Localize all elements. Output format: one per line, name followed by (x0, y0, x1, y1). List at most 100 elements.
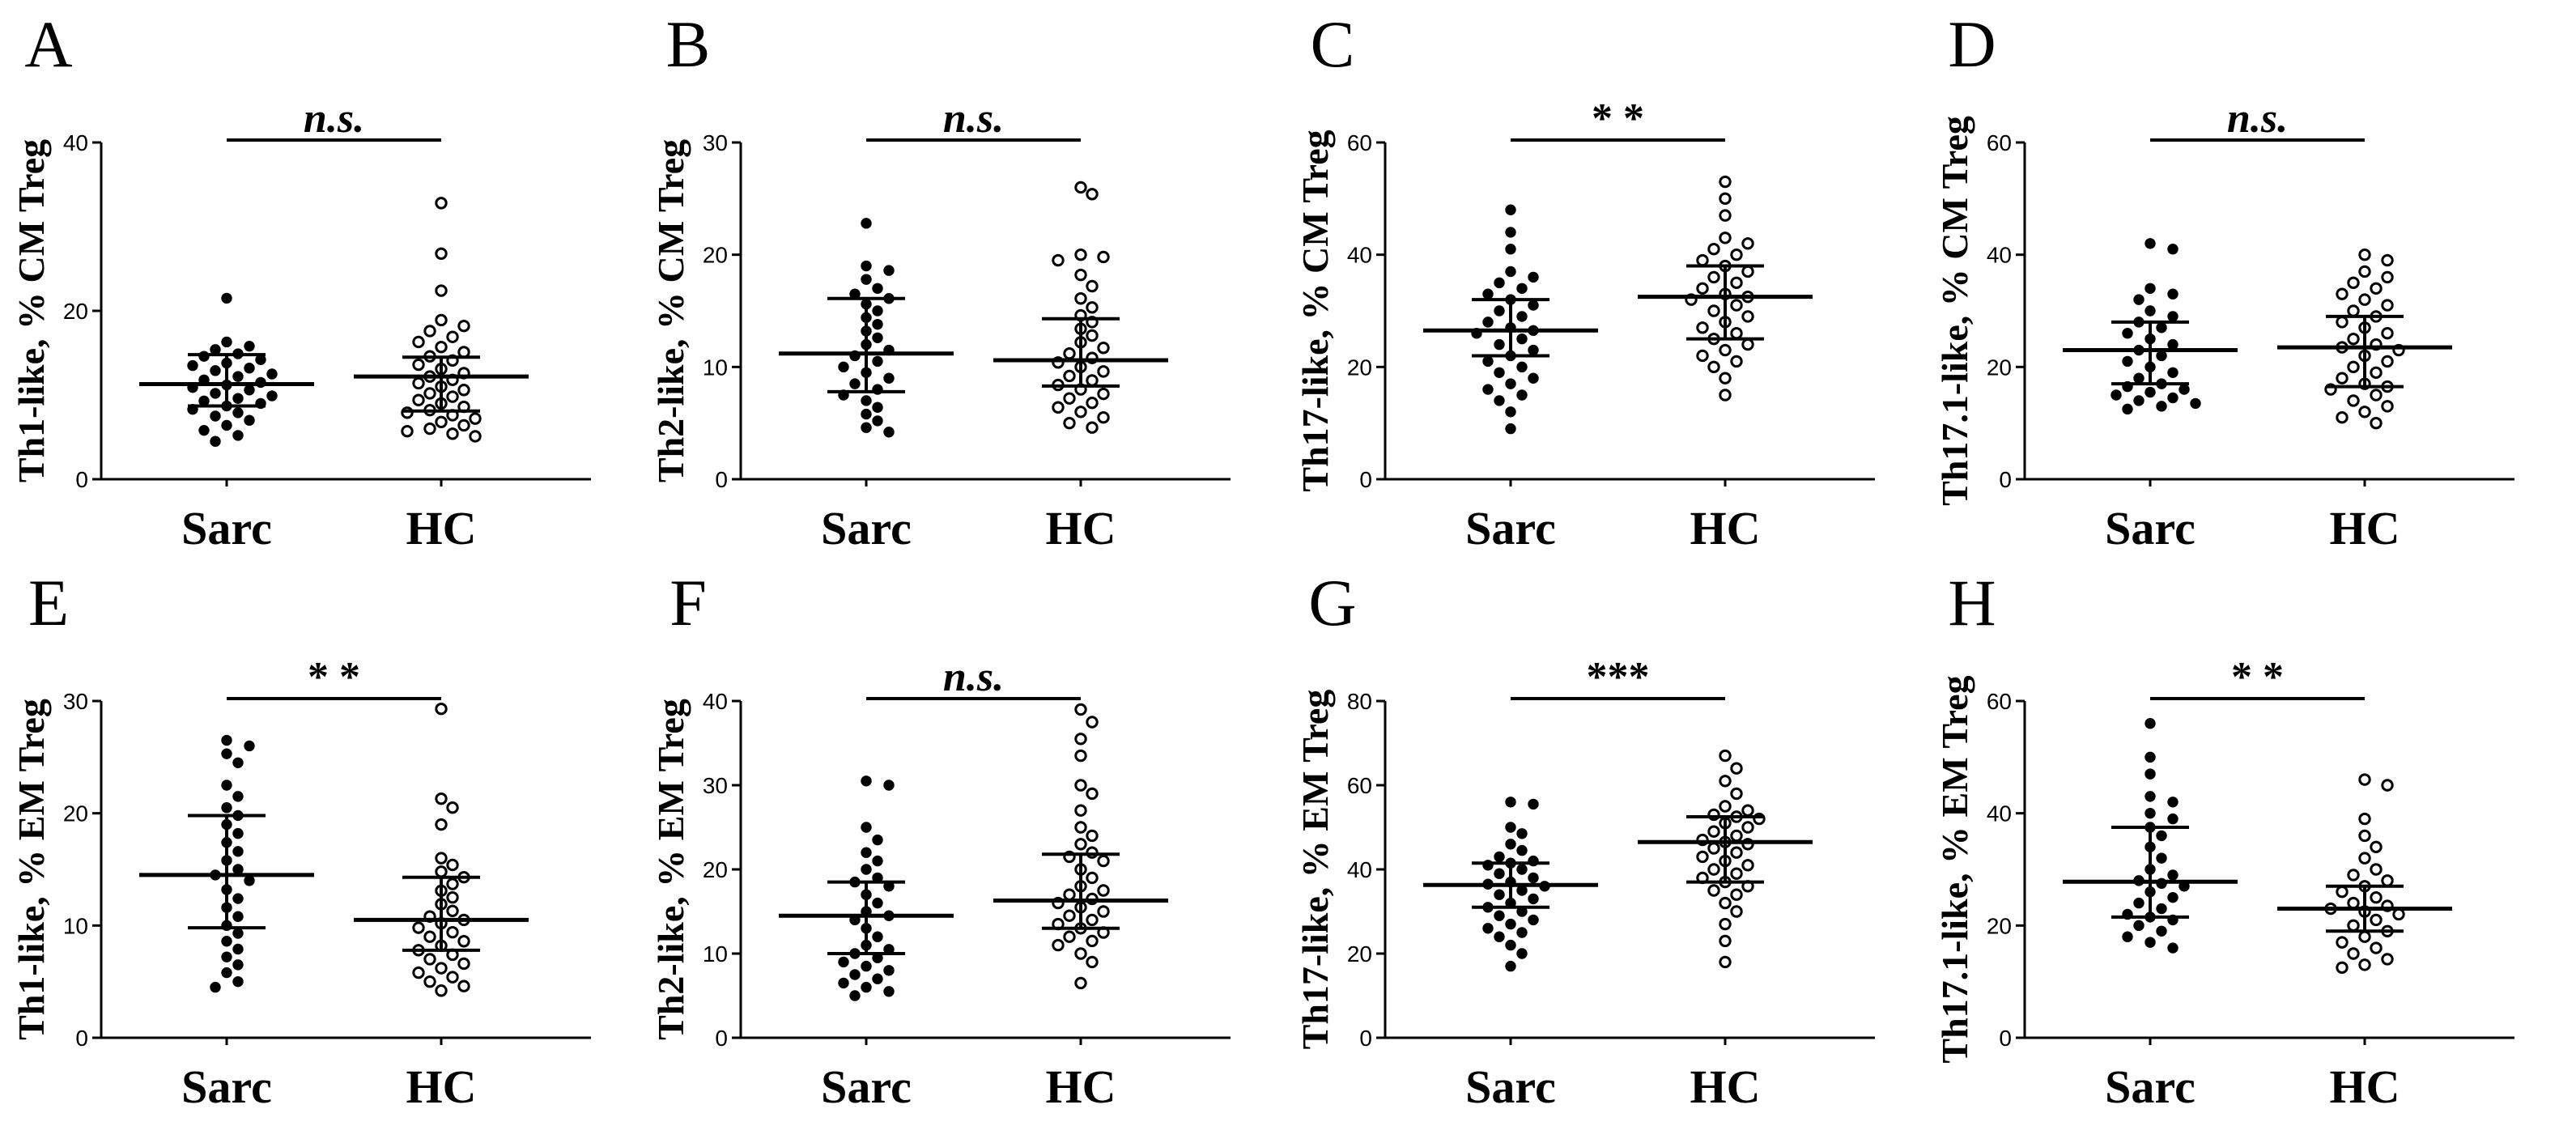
data-point (187, 359, 198, 372)
data-point (849, 990, 861, 1001)
data-point (2381, 327, 2394, 340)
data-point (872, 834, 883, 846)
y-tick-label: 80 (1347, 689, 1372, 714)
y-tick-label: 60 (1987, 689, 2012, 714)
y-axis-title: Th17.1-like, % EM Treg (1934, 675, 1975, 1063)
data-point (457, 419, 470, 432)
data-point (232, 393, 244, 404)
data-point (446, 890, 459, 904)
y-tick-label: 40 (1987, 243, 2012, 268)
data-point (849, 969, 861, 980)
y-tick-label: 0 (715, 1026, 728, 1051)
data-point (221, 292, 232, 304)
y-tick-label: 0 (75, 467, 88, 492)
data-point (1074, 749, 1087, 763)
data-point (861, 864, 872, 875)
data-point (1074, 821, 1087, 834)
data-point (232, 975, 244, 988)
data-point (2145, 791, 2156, 802)
data-point (1097, 411, 1110, 424)
data-point (1707, 842, 1720, 855)
data-point (1097, 250, 1110, 264)
category-label: Sarc (181, 502, 272, 555)
data-point (883, 986, 895, 997)
y-tick-label: 20 (1347, 355, 1372, 380)
data-point (2167, 311, 2179, 322)
data-point (1086, 188, 1099, 201)
y-tick-label: 20 (703, 243, 728, 268)
data-point (244, 385, 255, 396)
data-point (2381, 874, 2394, 887)
data-point (2167, 869, 2179, 881)
category-label: Sarc (1465, 1060, 1556, 1113)
data-point (2167, 813, 2179, 825)
data-point (2381, 779, 2394, 792)
data-point (1074, 181, 1087, 194)
data-point (457, 957, 470, 971)
data-point (849, 378, 861, 389)
data-point (883, 427, 895, 438)
data-point (435, 984, 448, 997)
data-point (435, 415, 448, 428)
data-point (1719, 955, 1732, 969)
data-point (435, 197, 448, 210)
series-sarc (139, 292, 314, 447)
data-point (1516, 311, 1528, 322)
data-point (1086, 301, 1099, 314)
data-point (1063, 392, 1076, 405)
series-sarc (139, 734, 314, 993)
data-point (1482, 288, 1494, 300)
data-point (2145, 305, 2156, 317)
significance-label: *** (1587, 654, 1650, 700)
data-point (1086, 329, 1099, 342)
data-point (872, 283, 883, 294)
data-point (1097, 387, 1110, 401)
data-point (1696, 321, 1709, 334)
data-point (2347, 919, 2360, 933)
data-point (1052, 938, 1065, 952)
y-tick-label: 40 (1347, 857, 1372, 882)
data-point (1719, 775, 1732, 788)
data-point (210, 410, 221, 422)
y-axis-title: Th17.1-like, % CM Treg (1934, 116, 1975, 506)
data-point (1505, 797, 1516, 808)
data-point (1707, 884, 1720, 897)
data-point (1505, 423, 1516, 435)
data-point (435, 284, 448, 297)
data-point (1505, 960, 1516, 972)
data-point (401, 406, 414, 419)
panel-f: F Th2-like, % EM Treg 0 10 20 30 40 Sarc HC n.s. (650, 566, 1231, 1113)
data-point (401, 425, 414, 438)
data-point (446, 858, 459, 872)
data-point (1707, 270, 1720, 284)
data-point (2336, 372, 2349, 385)
y-tick-label: 0 (1999, 467, 2012, 492)
data-point (423, 422, 436, 436)
data-point (883, 265, 895, 276)
data-point (412, 921, 425, 934)
data-point (446, 904, 459, 918)
data-point (1086, 913, 1099, 927)
data-point (221, 336, 232, 348)
data-point (2167, 288, 2179, 300)
data-point (1097, 884, 1110, 897)
significance-label: n.s. (304, 96, 364, 142)
data-point (2336, 936, 2349, 949)
data-point (1719, 175, 1732, 189)
data-point (2122, 931, 2133, 942)
data-point (861, 847, 872, 858)
data-point (266, 390, 278, 402)
data-point (2167, 244, 2179, 255)
data-point (1063, 930, 1076, 943)
data-point (2370, 389, 2383, 402)
data-point (872, 355, 883, 368)
series-hc (993, 181, 1168, 434)
data-point (1730, 787, 1743, 801)
series-sarc (1423, 797, 1598, 972)
data-point (1086, 397, 1099, 410)
panel-a: A Th1-like, % CM Treg 0 20 40 Sarc HC n.s. (11, 7, 591, 555)
data-point (1707, 825, 1720, 838)
data-point (210, 365, 221, 376)
data-point (1086, 846, 1099, 859)
data-point (1494, 277, 1505, 289)
